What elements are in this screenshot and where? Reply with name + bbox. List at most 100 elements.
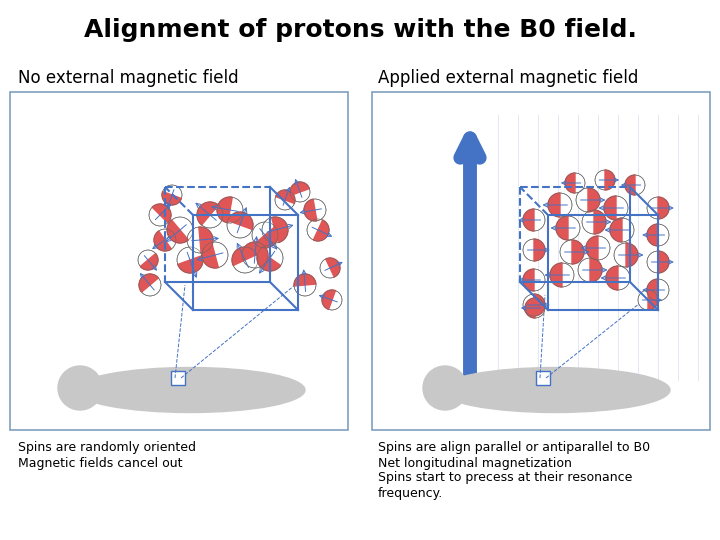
Text: Spins are randomly oriented: Spins are randomly oriented bbox=[18, 442, 196, 455]
Wedge shape bbox=[610, 218, 622, 242]
Circle shape bbox=[576, 188, 600, 212]
Bar bbox=[536, 371, 550, 385]
Wedge shape bbox=[217, 197, 233, 223]
Circle shape bbox=[523, 269, 545, 291]
Circle shape bbox=[58, 366, 102, 410]
Wedge shape bbox=[556, 216, 568, 240]
Circle shape bbox=[525, 298, 545, 318]
Circle shape bbox=[647, 251, 669, 273]
Circle shape bbox=[638, 290, 658, 310]
Circle shape bbox=[595, 170, 615, 190]
Wedge shape bbox=[648, 290, 658, 310]
Wedge shape bbox=[304, 199, 317, 221]
Circle shape bbox=[138, 250, 158, 270]
Text: Spins start to precess at their resonance: Spins start to precess at their resonanc… bbox=[378, 471, 632, 484]
Wedge shape bbox=[290, 182, 310, 195]
Circle shape bbox=[523, 294, 545, 316]
Wedge shape bbox=[523, 209, 534, 231]
Circle shape bbox=[614, 243, 638, 267]
Wedge shape bbox=[257, 251, 281, 271]
Circle shape bbox=[307, 219, 329, 241]
Wedge shape bbox=[197, 202, 218, 225]
Circle shape bbox=[162, 185, 182, 205]
Circle shape bbox=[647, 279, 669, 301]
Wedge shape bbox=[594, 210, 606, 234]
Circle shape bbox=[187, 227, 213, 253]
Bar bbox=[372, 92, 710, 430]
Wedge shape bbox=[590, 258, 602, 282]
Wedge shape bbox=[199, 227, 213, 253]
Circle shape bbox=[242, 242, 268, 268]
Wedge shape bbox=[658, 251, 669, 273]
Wedge shape bbox=[534, 294, 545, 316]
Wedge shape bbox=[202, 242, 218, 268]
Wedge shape bbox=[139, 274, 158, 292]
Wedge shape bbox=[242, 242, 268, 256]
Wedge shape bbox=[534, 239, 545, 261]
Wedge shape bbox=[548, 193, 560, 217]
Wedge shape bbox=[604, 196, 616, 220]
Text: Net longitudinal magnetization: Net longitudinal magnetization bbox=[378, 456, 572, 469]
Wedge shape bbox=[606, 266, 618, 290]
Circle shape bbox=[578, 258, 602, 282]
Circle shape bbox=[227, 212, 253, 238]
Bar bbox=[10, 92, 348, 430]
Wedge shape bbox=[154, 231, 171, 251]
Wedge shape bbox=[167, 220, 189, 243]
Circle shape bbox=[647, 224, 669, 246]
Circle shape bbox=[154, 229, 176, 251]
Circle shape bbox=[523, 209, 545, 231]
Text: Alignment of protons with the B0 field.: Alignment of protons with the B0 field. bbox=[84, 18, 636, 42]
Wedge shape bbox=[625, 175, 635, 195]
Circle shape bbox=[197, 202, 223, 228]
Wedge shape bbox=[152, 204, 171, 223]
Circle shape bbox=[252, 222, 278, 248]
Wedge shape bbox=[647, 279, 658, 301]
Circle shape bbox=[275, 190, 295, 210]
Wedge shape bbox=[313, 220, 329, 241]
Wedge shape bbox=[232, 247, 257, 266]
Wedge shape bbox=[276, 190, 295, 204]
Wedge shape bbox=[228, 212, 253, 230]
Circle shape bbox=[610, 218, 634, 242]
Circle shape bbox=[149, 204, 171, 226]
Wedge shape bbox=[255, 227, 278, 248]
Wedge shape bbox=[605, 170, 615, 190]
Wedge shape bbox=[271, 217, 288, 242]
Wedge shape bbox=[647, 224, 658, 246]
Text: Spins are align parallel or antiparallel to B0: Spins are align parallel or antiparallel… bbox=[378, 442, 650, 455]
Circle shape bbox=[322, 290, 342, 310]
Circle shape bbox=[556, 216, 580, 240]
Circle shape bbox=[290, 182, 310, 202]
Circle shape bbox=[523, 239, 545, 261]
Circle shape bbox=[139, 274, 161, 296]
Wedge shape bbox=[565, 173, 575, 193]
Circle shape bbox=[647, 197, 669, 219]
Ellipse shape bbox=[75, 368, 305, 413]
Text: Applied external magnetic field: Applied external magnetic field bbox=[378, 69, 639, 87]
Circle shape bbox=[262, 217, 288, 243]
Wedge shape bbox=[586, 236, 598, 260]
Circle shape bbox=[217, 197, 243, 223]
Ellipse shape bbox=[440, 368, 670, 413]
Wedge shape bbox=[658, 197, 669, 219]
Circle shape bbox=[606, 266, 630, 290]
Circle shape bbox=[548, 193, 572, 217]
Wedge shape bbox=[572, 240, 584, 264]
Text: frequency.: frequency. bbox=[378, 487, 444, 500]
Circle shape bbox=[177, 247, 203, 273]
Circle shape bbox=[423, 366, 467, 410]
Circle shape bbox=[625, 175, 645, 195]
Circle shape bbox=[257, 245, 283, 271]
Circle shape bbox=[304, 199, 326, 221]
Wedge shape bbox=[140, 254, 158, 270]
Wedge shape bbox=[325, 258, 340, 277]
Circle shape bbox=[294, 274, 316, 296]
Wedge shape bbox=[550, 263, 562, 287]
Circle shape bbox=[232, 247, 258, 273]
Wedge shape bbox=[178, 255, 203, 273]
Circle shape bbox=[167, 217, 193, 243]
Wedge shape bbox=[588, 188, 600, 212]
Wedge shape bbox=[322, 290, 336, 309]
Circle shape bbox=[582, 210, 606, 234]
